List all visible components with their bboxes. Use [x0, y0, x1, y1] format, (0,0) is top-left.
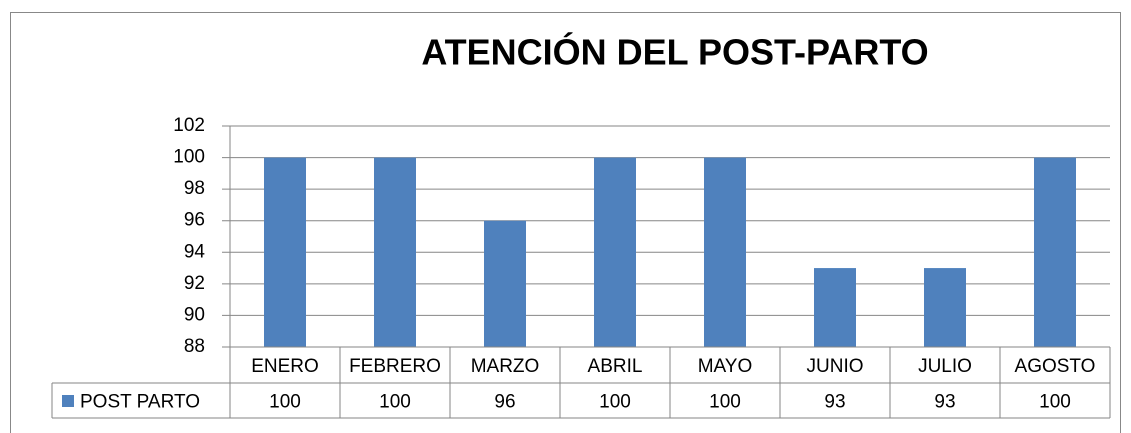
x-tick-label: JUNIO	[807, 356, 864, 377]
x-tick-label: MARZO	[471, 356, 540, 377]
chart-title: ATENCIÓN DEL POST-PARTO	[421, 31, 928, 73]
bar	[484, 220, 526, 347]
y-tick-label: 90	[184, 304, 205, 325]
table-value: 96	[494, 392, 515, 413]
table-value: 100	[379, 392, 411, 413]
bar	[374, 157, 416, 347]
bar	[704, 157, 746, 347]
chart-frame	[10, 12, 1121, 433]
x-tick-label: MAYO	[698, 356, 753, 377]
bar	[814, 268, 856, 347]
table-value: 100	[1039, 392, 1071, 413]
x-tick-label: JULIO	[918, 356, 972, 377]
legend-swatch	[62, 395, 74, 407]
bar	[924, 268, 966, 347]
y-tick-label: 92	[184, 273, 205, 294]
x-tick-label: AGOSTO	[1015, 356, 1096, 377]
table-value: 93	[824, 392, 845, 413]
table-value: 100	[709, 392, 741, 413]
bar	[594, 157, 636, 347]
table-value: 100	[599, 392, 631, 413]
legend-label: POST PARTO	[80, 392, 200, 413]
table-value: 93	[934, 392, 955, 413]
y-tick-label: 88	[184, 336, 205, 357]
y-tick-label: 94	[184, 241, 206, 262]
x-tick-label: ENERO	[251, 356, 319, 377]
y-tick-label: 98	[184, 178, 205, 199]
y-tick-label: 102	[173, 115, 205, 136]
bar	[1034, 157, 1076, 347]
y-tick-label: 100	[173, 147, 205, 168]
y-tick-label: 96	[184, 210, 205, 231]
x-tick-label: ABRIL	[588, 356, 643, 377]
table-value: 100	[269, 392, 301, 413]
bar	[264, 157, 306, 347]
x-tick-label: FEBRERO	[349, 356, 441, 377]
